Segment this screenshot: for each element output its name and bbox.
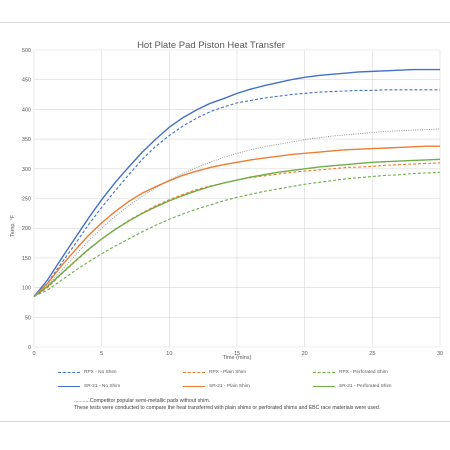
chart-title: Hot Plate Pad Piston Heat Transfer: [137, 40, 285, 51]
chart-frame: [0, 22, 450, 422]
legend-swatch: [313, 372, 335, 373]
legend-label: SR-21 - No Shim: [84, 384, 121, 389]
legend-label: SR-21 - Plain Shim: [209, 384, 250, 389]
x-tick-label: 20: [302, 351, 308, 357]
series-line-rpx-perforated-shim: [33, 171, 441, 298]
notes: ...........Competitor popular semi-metal…: [74, 398, 444, 412]
x-tick-label: 15: [234, 351, 240, 357]
legend: RPX - No Shim RPX - Plain Shim RPX - Perfo…: [58, 368, 438, 392]
legend-item: RPX - No Shim: [58, 368, 117, 377]
x-tick-label: 0: [32, 351, 35, 357]
x-tick-label: 30: [437, 351, 443, 357]
y-tick-label: 300: [22, 167, 31, 173]
y-axis-ticks: 0 50 100 150 200 250 300 350 400 450 500: [22, 48, 31, 351]
y-tick-label: 400: [22, 107, 31, 113]
legend-label: RPX - No Shim: [84, 370, 117, 375]
x-axis-label: Time (mins): [223, 355, 252, 361]
legend-item: SR-21 - No Shim: [58, 382, 120, 391]
legend-swatch: [183, 372, 205, 373]
series-line-rpx-no-shim: [33, 89, 440, 297]
legend-label: SR-21 - Perforated Shim: [339, 384, 392, 389]
legend-swatch: [58, 386, 80, 387]
series-line-sr-21-perforated-shim: [33, 158, 441, 298]
y-axis-label: Temp. °F: [10, 214, 16, 237]
tests-note: These tests were conducted to compare th…: [74, 405, 381, 412]
x-tick-label: 25: [369, 351, 375, 357]
legend-swatch: [313, 386, 335, 387]
x-tick-label: 5: [100, 351, 103, 357]
y-tick-label: 350: [22, 137, 31, 143]
legend-label: RPX - Plain Shim: [209, 370, 247, 375]
y-tick-label: 250: [22, 197, 31, 203]
y-tick-label: 500: [22, 48, 31, 54]
x-tick-label: 10: [166, 351, 172, 357]
y-tick-label: 450: [22, 78, 31, 84]
legend-label: RPX - Perforated Shim: [339, 370, 388, 375]
legend-item: SR-21 - Plain Shim: [183, 382, 250, 391]
series-line-sr-21-plain-shim: [33, 145, 440, 298]
series-line-competitor-popular-semi-metallic-pads-without-shim: [33, 128, 441, 297]
legend-swatch: [58, 372, 80, 373]
x-axis-ticks: 0 5 10 15 20 25 30: [32, 351, 443, 357]
legend-item: RPX - Perforated Shim: [313, 368, 388, 377]
series-lines: [33, 68, 441, 298]
legend-swatch: [183, 386, 205, 387]
legend-item: SR-21 - Perforated Shim: [313, 382, 392, 391]
gridlines: [33, 49, 441, 348]
y-tick-label: 50: [25, 315, 31, 321]
y-tick-label: 0: [28, 345, 31, 351]
series-line-sr-21-no-shim: [33, 68, 440, 297]
competitor-note: ...........Competitor popular semi-metal…: [74, 398, 211, 404]
legend-item: RPX - Plain Shim: [183, 368, 246, 377]
y-tick-label: 150: [22, 256, 31, 262]
y-tick-label: 200: [22, 226, 31, 232]
y-tick-label: 100: [22, 286, 31, 292]
